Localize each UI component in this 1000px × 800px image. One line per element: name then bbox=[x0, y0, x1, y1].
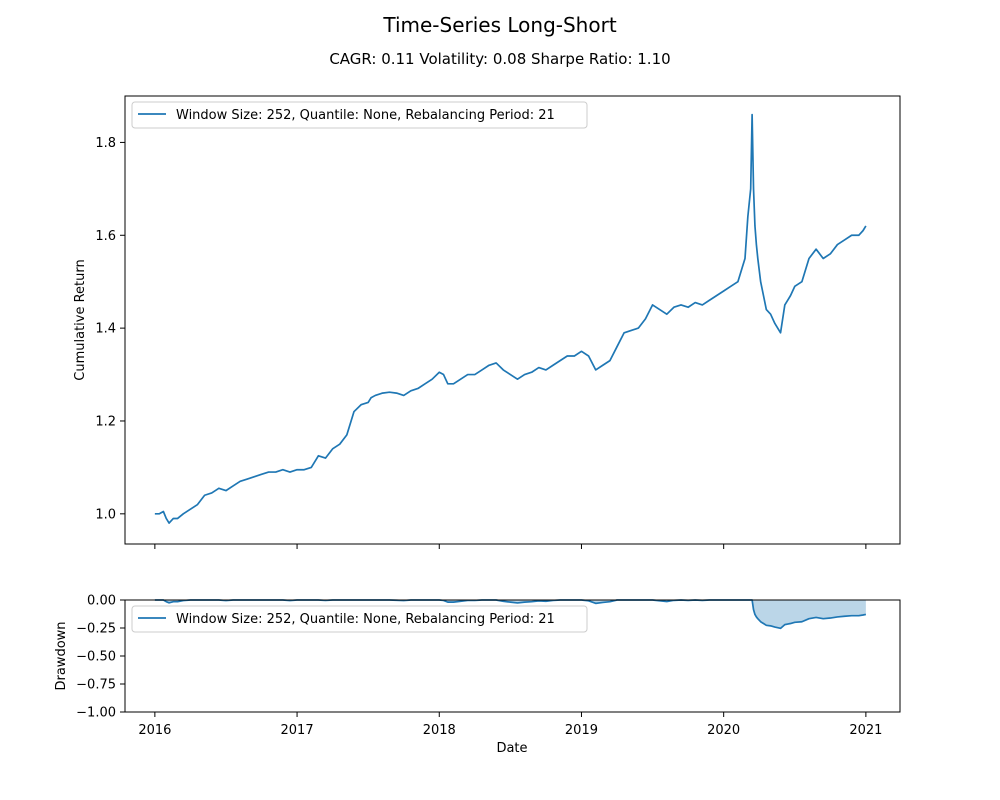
drawdown-chart: 2016 2017 2018 2019 2020 2021 0.00 −0.25 −0.50 −0… bbox=[54, 594, 901, 756]
cumulative-return-frame bbox=[124, 95, 901, 545]
cumulative-return-line bbox=[154, 113, 867, 524]
drawdown-frame bbox=[124, 599, 901, 713]
cumulative-return-legend-text: Window Size: 252, Quantile: None, Rebala… bbox=[176, 108, 555, 123]
drawdown-y-tick-label-3: −0.75 bbox=[76, 678, 116, 693]
cumulative-return-y-tick-label-3: 1.6 bbox=[95, 229, 116, 244]
drawdown-legend-box bbox=[131, 605, 588, 633]
drawdown-y-tick-label-2: −0.50 bbox=[76, 650, 116, 665]
cumulative-return-y-tick-label-0: 1.0 bbox=[95, 507, 116, 522]
drawdown-x-tick-label-5: 2021 bbox=[849, 723, 882, 738]
figure-subtitle: CAGR: 0.11 Volatility: 0.08 Sharpe Ratio… bbox=[329, 50, 670, 68]
drawdown-y-tick-label-4: −1.00 bbox=[76, 706, 116, 721]
drawdown-x-tick-label-1: 2017 bbox=[281, 723, 314, 738]
drawdown-y-tick-label-1: −0.25 bbox=[76, 622, 116, 637]
figure-title: Time-Series Long-Short bbox=[382, 13, 616, 37]
cumulative-return-ylabel: Cumulative Return bbox=[73, 259, 88, 380]
drawdown-legend: Window Size: 252, Quantile: None, Rebala… bbox=[131, 605, 588, 633]
drawdown-area bbox=[154, 600, 866, 629]
drawdown-x-tick-label-4: 2020 bbox=[707, 723, 740, 738]
drawdown-legend-text: Window Size: 252, Quantile: None, Rebala… bbox=[176, 612, 555, 627]
cumulative-return-legend-box bbox=[131, 101, 588, 129]
drawdown-x-tick-label-3: 2019 bbox=[565, 723, 598, 738]
cumulative-return-legend: Window Size: 252, Quantile: None, Rebala… bbox=[131, 101, 588, 129]
drawdown-xlabel: Date bbox=[496, 741, 527, 756]
drawdown-y-tick-label-0: 0.00 bbox=[87, 594, 116, 609]
drawdown-x-tick-label-0: 2016 bbox=[138, 723, 171, 738]
cumulative-return-y-tick-label-1: 1.2 bbox=[95, 414, 116, 429]
cumulative-return-plot-area bbox=[125, 96, 900, 544]
cumulative-return-chart: 1.0 1.2 1.4 1.6 1.8 Cumulative Return Window… bbox=[73, 95, 901, 549]
cumulative-return-y-tick-label-2: 1.4 bbox=[95, 322, 116, 337]
drawdown-x-tick-label-2: 2018 bbox=[423, 723, 456, 738]
drawdown-ylabel: Drawdown bbox=[54, 621, 69, 690]
cumulative-return-y-tick-label-4: 1.8 bbox=[95, 136, 116, 151]
